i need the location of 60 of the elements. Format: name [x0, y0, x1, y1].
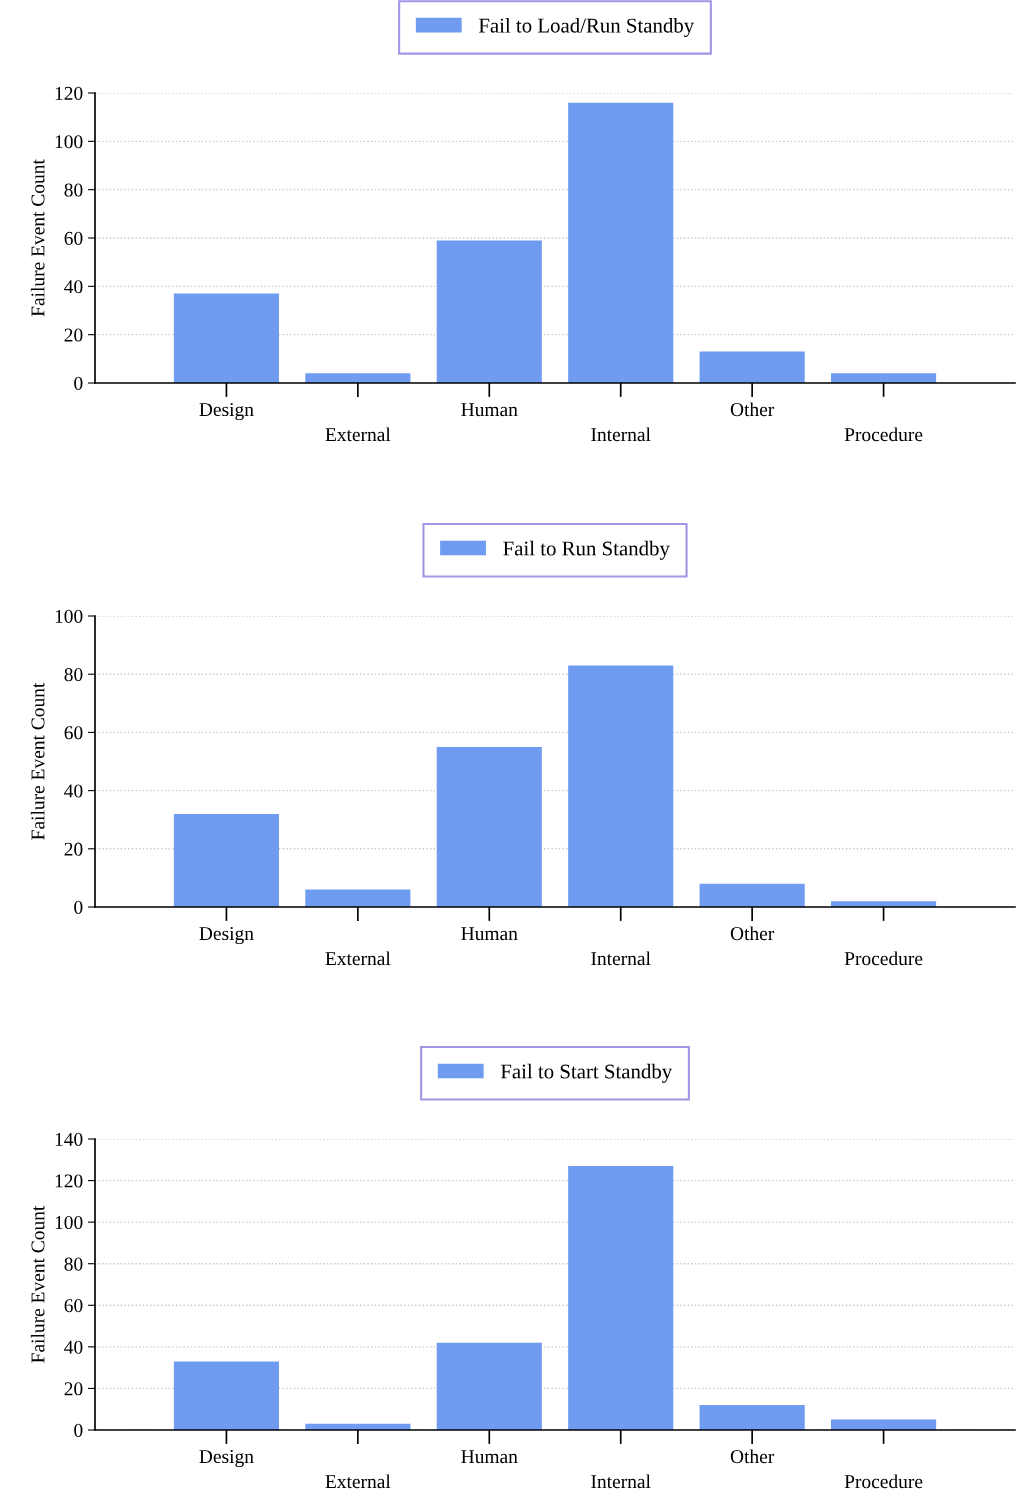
bar: [305, 889, 411, 907]
x-tick-label: Human: [461, 927, 518, 941]
y-axis-title: Failure Event Count: [30, 682, 45, 840]
x-tick-label: External: [325, 427, 391, 442]
x-tick-label: External: [325, 1474, 391, 1489]
x-tick-label: Design: [199, 403, 254, 421]
y-tick-label: 0: [74, 900, 83, 914]
y-tick-label: 140: [55, 1132, 83, 1146]
x-tick-label: Procedure: [844, 427, 923, 442]
y-tick-label: 0: [74, 376, 83, 390]
y-tick-label: 40: [64, 784, 83, 798]
y-tick-label: 60: [64, 1299, 83, 1313]
bar: [699, 1405, 805, 1430]
y-tick-label: 40: [64, 1340, 83, 1354]
y-tick-label: 80: [64, 183, 83, 197]
y-tick-label: 20: [64, 842, 83, 856]
y-tick-label: 120: [55, 86, 83, 100]
bar: [568, 665, 674, 907]
y-tick-label: 60: [64, 231, 83, 245]
y-tick-label: 80: [64, 1257, 83, 1271]
x-tick-label: Internal: [591, 1474, 651, 1489]
x-tick-label: Design: [199, 1450, 254, 1468]
x-tick-label: Procedure: [844, 951, 923, 966]
legend-label: Fail to Load/Run Standby: [478, 17, 695, 37]
x-tick-label: Internal: [591, 427, 651, 442]
x-tick-label: Procedure: [844, 1474, 923, 1489]
y-tick-label: 100: [55, 135, 83, 149]
bar: [173, 813, 279, 907]
bar: [173, 1361, 279, 1430]
x-tick-label: Design: [199, 927, 254, 945]
legend-label: Fail to Start Standby: [500, 1063, 673, 1083]
bar: [568, 102, 674, 383]
y-axis-title: Failure Event Count: [30, 159, 45, 317]
y-tick-label: 20: [64, 1382, 83, 1396]
x-tick-label: Human: [461, 403, 518, 417]
bar: [436, 746, 542, 907]
x-tick-label: Other: [730, 402, 775, 417]
bar: [699, 351, 805, 383]
y-axis-title: Failure Event Count: [30, 1205, 45, 1363]
x-tick-label: Human: [461, 1450, 518, 1464]
x-tick-label: External: [325, 951, 391, 966]
y-tick-label: 20: [64, 328, 83, 342]
bar: [831, 373, 937, 383]
bar: [305, 373, 411, 383]
y-tick-label: 40: [64, 280, 83, 294]
x-tick-label: Internal: [591, 951, 651, 966]
bar: [173, 293, 279, 383]
legend-label: Fail to Run Standby: [503, 540, 670, 560]
bar: [436, 240, 542, 383]
bar: [699, 883, 805, 907]
y-tick-label: 100: [55, 609, 83, 623]
bar: [436, 1342, 542, 1430]
y-tick-label: 120: [55, 1174, 83, 1188]
x-tick-label: Other: [730, 1449, 775, 1464]
y-tick-label: 80: [64, 668, 83, 682]
bar: [568, 1166, 674, 1430]
y-tick-label: 100: [55, 1215, 83, 1230]
y-tick-label: 60: [64, 726, 83, 740]
y-tick-label: 0: [74, 1423, 83, 1437]
x-tick-label: Other: [730, 926, 775, 941]
